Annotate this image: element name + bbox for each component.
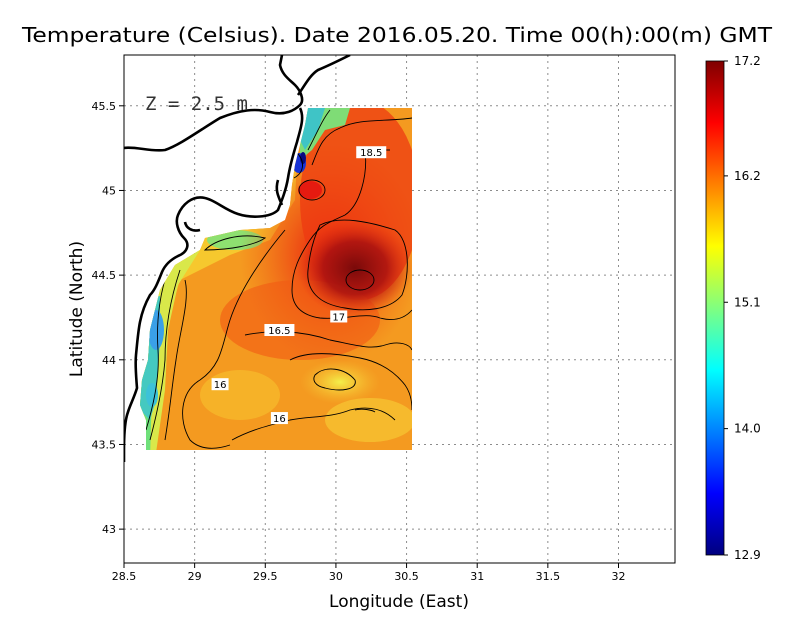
x-tick-label: 31 (470, 570, 484, 583)
chart-title: Temperature (Celsius). Date 2016.05.20. … (21, 23, 773, 47)
x-axis-title: Longitude (East) (329, 592, 469, 612)
x-tick-label: 30 (329, 570, 343, 583)
y-tick-label: 44.5 (92, 269, 117, 282)
colorbar-tick-label: 17.2 (734, 54, 761, 68)
coastline (124, 55, 351, 462)
y-tick-label: 45.5 (92, 100, 117, 113)
colorbar-tick-label: 14.0 (734, 422, 761, 436)
contour-label: 16 (273, 414, 286, 425)
x-tick-label: 29 (188, 570, 202, 583)
contour-label-box (211, 378, 229, 391)
isotherm-contours (145, 109, 412, 449)
contour-label-box (270, 412, 288, 425)
x-tick-label: 28.5 (112, 570, 137, 583)
contour-label: 17 (332, 312, 345, 323)
contour-label: 16.5 (268, 326, 290, 337)
contour-label-box (356, 146, 387, 159)
colorbar-tick-label: 16.2 (734, 169, 761, 183)
colorbar: 12.9 14.0 15.1 16.2 17.2 (705, 54, 761, 562)
colorbar-tick-label: 12.9 (734, 548, 761, 562)
x-tick-label: 30.5 (394, 570, 419, 583)
colorbar-tick-label: 15.1 (734, 295, 761, 309)
y-tick-label: 43.5 (92, 438, 117, 451)
y-axis-title: Latitude (North) (67, 241, 87, 377)
colorbar-ticks: 12.9 14.0 15.1 16.2 17.2 (724, 54, 761, 562)
y-tick-label: 43 (102, 523, 116, 536)
contour-label: 18.5 (360, 148, 382, 159)
x-tick-label: 32 (611, 570, 625, 583)
y-axis-ticks: 43 43.5 44 44.5 45 45.5 (92, 100, 124, 536)
depth-label: Z = 2.5 m (145, 93, 248, 115)
contour-label: 16 (214, 380, 227, 391)
x-tick-label: 31.5 (536, 570, 561, 583)
colorbar-gradient (705, 60, 725, 556)
y-tick-label: 44 (102, 354, 116, 367)
contour-labels: 18.5 17 16.5 16 16 (211, 146, 387, 425)
y-tick-label: 45 (102, 184, 116, 197)
contour-label-box (330, 310, 348, 323)
contour-label-box (264, 324, 295, 337)
x-tick-label: 29.5 (253, 570, 278, 583)
x-axis-ticks: 28.5 29 29.5 30 30.5 31 31.5 32 (112, 563, 625, 583)
